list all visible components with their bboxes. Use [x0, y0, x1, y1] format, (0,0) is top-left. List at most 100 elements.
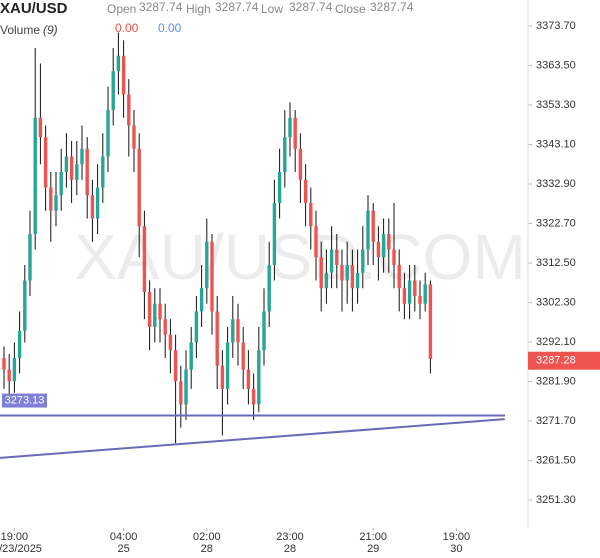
candle-body — [173, 350, 178, 382]
candle-body — [184, 369, 188, 405]
candle-body — [80, 148, 84, 165]
candle-body — [194, 311, 199, 343]
candle-body — [397, 264, 401, 289]
candle-body — [199, 288, 204, 312]
candle-body — [23, 280, 27, 331]
price-axis-bg — [528, 0, 600, 558]
candle-body — [387, 233, 391, 250]
candle-body — [303, 179, 308, 203]
candle-body — [309, 202, 313, 227]
candle-body — [168, 334, 173, 351]
candle-body — [106, 110, 110, 157]
candle-body — [210, 241, 214, 312]
volume-value: 0.00 — [158, 21, 182, 35]
high-label: High — [186, 2, 211, 16]
candle-body — [95, 187, 100, 219]
x-date-label: 04/23/2025 — [0, 543, 42, 555]
close-value: 3287.74 — [370, 0, 414, 14]
candle-body — [205, 241, 209, 289]
volume-label: Volume — [0, 23, 40, 37]
candle-body — [54, 195, 58, 211]
candle-body — [381, 233, 386, 258]
x-date-label: 25 — [117, 543, 129, 555]
candle-body — [319, 257, 323, 289]
candle-body — [116, 55, 121, 72]
candle-body — [85, 148, 89, 196]
x-date-label: 28 — [201, 543, 213, 555]
candle-body — [277, 171, 282, 203]
y-tick-label: 3271.70 — [536, 415, 576, 427]
candle-body — [293, 117, 297, 149]
candle-body — [251, 388, 256, 405]
candle-body — [28, 233, 32, 281]
candle-body — [345, 264, 349, 281]
x-date-label: 29 — [367, 543, 379, 555]
y-tick-label: 3373.70 — [536, 20, 576, 32]
candle-body — [17, 330, 22, 358]
last-price-label: 3287.28 — [536, 355, 576, 367]
candle-body — [127, 94, 131, 126]
candle-body — [69, 156, 74, 180]
y-tick-label: 3363.50 — [536, 59, 576, 71]
volume-value: 0.00 — [115, 21, 139, 35]
candle-body — [137, 148, 141, 227]
y-tick-label: 3281.90 — [536, 375, 576, 387]
candle-body — [298, 148, 303, 180]
volume-period: (9) — [43, 23, 58, 37]
candle-body — [267, 264, 271, 312]
horizontal-line-tag — [2, 393, 47, 408]
candle-body — [288, 117, 292, 138]
candle-body — [236, 319, 240, 343]
candle-body — [246, 369, 251, 389]
candle-body — [402, 288, 407, 304]
candle-body — [33, 117, 37, 234]
x-tick-label: 04:00 — [110, 531, 138, 543]
y-tick-label: 3292.10 — [536, 336, 576, 348]
candle-body — [350, 264, 355, 289]
candle-body — [283, 137, 287, 172]
candle-body — [314, 226, 318, 258]
candle-body — [142, 226, 147, 293]
candle-body — [220, 365, 225, 389]
candle-body — [262, 311, 266, 351]
y-tick-label: 3261.50 — [536, 455, 576, 467]
candle-body — [231, 319, 235, 343]
candle-body — [272, 202, 277, 265]
horizontal-line-label: 3273.13 — [5, 394, 45, 406]
candle-body — [361, 249, 365, 273]
x-date-label: 30 — [450, 543, 462, 555]
candle-body — [90, 195, 95, 219]
candle-body — [329, 249, 334, 273]
y-tick-label: 3251.30 — [536, 494, 576, 506]
candle-body — [376, 241, 381, 258]
x-tick-label: 19:00 — [443, 531, 471, 543]
candle-body — [147, 292, 152, 327]
candle-body — [418, 295, 422, 304]
candle-body — [241, 342, 245, 370]
candle-body — [392, 249, 396, 265]
candle-body — [179, 381, 183, 405]
x-tick-label: 21:00 — [359, 531, 387, 543]
candle-body — [366, 210, 370, 250]
candle-body — [335, 249, 339, 265]
candle-body — [225, 342, 230, 389]
candle-body — [158, 303, 162, 320]
watermark: XAU/USD.COM — [74, 221, 526, 293]
low-value: 3287.74 — [289, 0, 333, 14]
y-tick-label: 3353.30 — [536, 99, 576, 111]
candle-body — [215, 311, 219, 366]
candle-body — [75, 164, 79, 180]
y-tick-label: 3332.90 — [536, 178, 576, 190]
candle-body — [59, 171, 63, 196]
candle-body — [64, 156, 69, 172]
candle-body — [153, 303, 157, 327]
candle-body — [324, 272, 329, 289]
y-tick-label: 3343.10 — [536, 138, 576, 150]
y-tick-label: 3322.70 — [536, 217, 576, 229]
candle-body — [163, 319, 167, 335]
y-tick-label: 3302.30 — [536, 296, 576, 308]
open-value: 3287.74 — [139, 0, 183, 14]
candle-body — [121, 55, 126, 95]
x-tick-label: 19:00 — [1, 531, 29, 543]
